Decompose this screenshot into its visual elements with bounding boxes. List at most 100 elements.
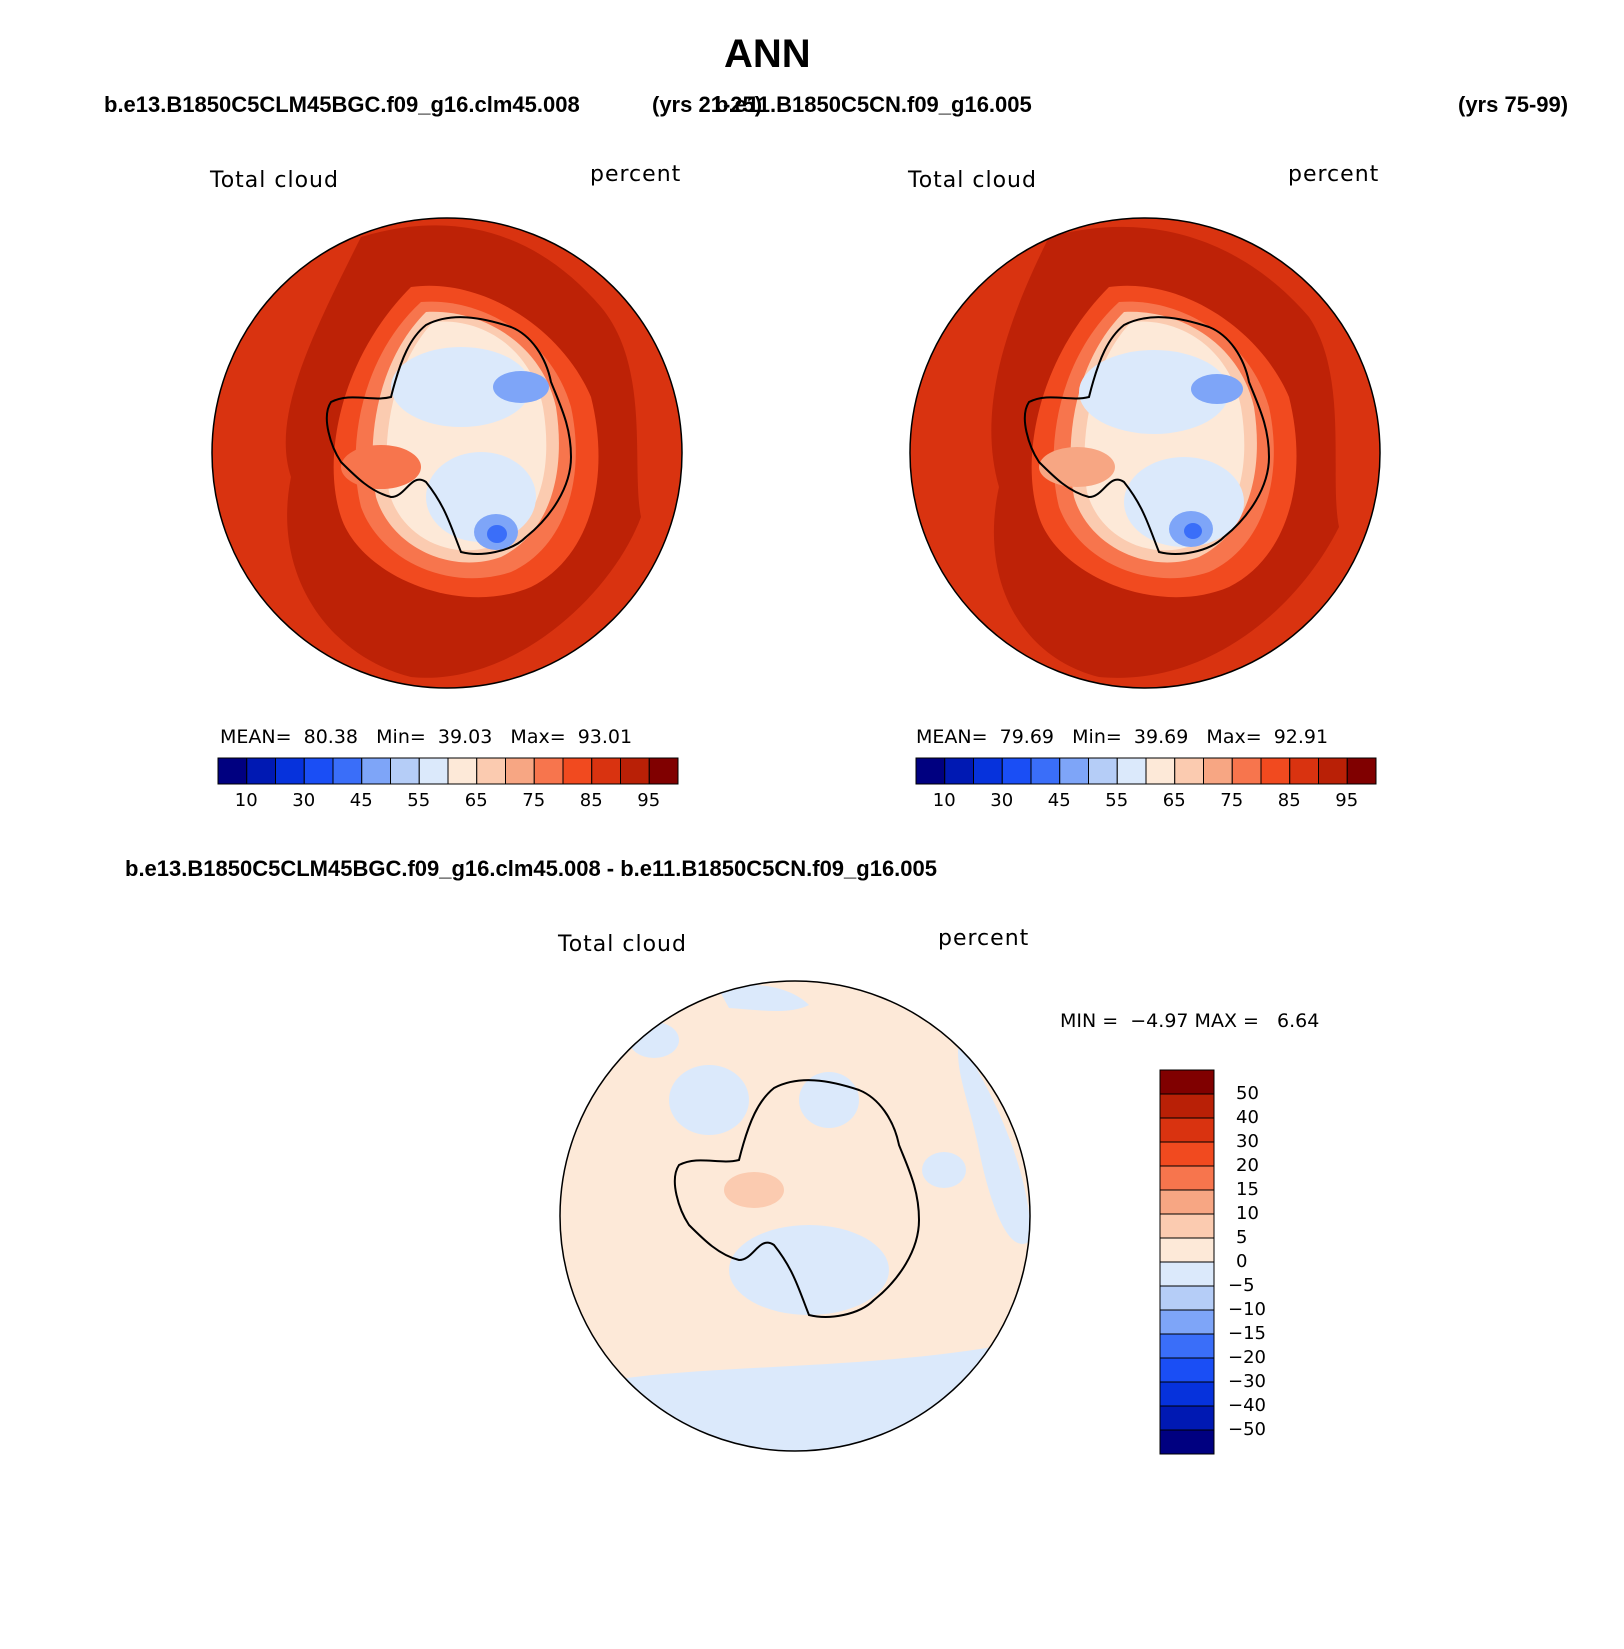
- panel2-colorbar-tick-label: 30: [990, 790, 1014, 811]
- case1-name: b.e13.B1850C5CLM45BGC.f09_g16.clm45.008: [104, 92, 580, 117]
- diff-positive-max: [724, 1172, 784, 1208]
- panel2-colorbar-box: [1260, 757, 1291, 785]
- diff-colorbar-tick-label: 20: [1236, 1155, 1259, 1176]
- diff-colorbar-box: [1159, 1141, 1215, 1167]
- panel1-max-value: 93.01: [577, 726, 633, 748]
- panel1-max-label: Max=: [510, 726, 566, 748]
- panel2-low-cloud-east: [1079, 350, 1229, 434]
- panel1-colorbar-box: [246, 757, 276, 785]
- panel2-map: [909, 217, 1381, 689]
- panel1-colorbar-box: [418, 757, 449, 785]
- panel1-variable: Total cloud: [210, 168, 339, 193]
- panel1-colorbar-box: [361, 757, 391, 785]
- panel1-min-label: Min=: [376, 726, 426, 748]
- panel1-colorbar-box: [303, 757, 334, 785]
- diff-colorbar-box: [1159, 1189, 1215, 1215]
- panel2-colorbar-tick-label: 85: [1277, 790, 1301, 811]
- panel1-colorbar-box: [275, 757, 305, 785]
- diff-colorbar-box: [1159, 1429, 1215, 1455]
- panel2-units: percent: [1288, 162, 1380, 187]
- panel2-min-value: 39.69: [1133, 726, 1189, 748]
- panel1-colorbar-box: [217, 757, 248, 785]
- diff-colorbar-tick-label: −50: [1228, 1419, 1266, 1440]
- panel2-variable: Total cloud: [908, 168, 1037, 193]
- panel2-colorbar-box: [1088, 757, 1118, 785]
- panel2-colorbar-box: [1001, 757, 1032, 785]
- panel1-colorbar-box: [533, 757, 564, 785]
- diff-colorbar-box: [1159, 1237, 1215, 1263]
- panel1-colorbar-tick-label: 85: [579, 790, 603, 811]
- panel1-colorbar-labels: 10 30 45 55 65 75 85 95: [218, 790, 678, 812]
- diff-colorbar-box: [1159, 1117, 1215, 1143]
- diff-colorbar-box: [1159, 1285, 1215, 1311]
- panel1-stats: MEAN= 80.38 Min= 39.03 Max= 93.01: [220, 726, 632, 748]
- panel2-colorbar-box: [1174, 757, 1204, 785]
- panel1-mean-value: 80.38: [303, 726, 359, 748]
- panel2-low-cloud-core-1: [1191, 374, 1243, 404]
- panel2-min-label: Min=: [1072, 726, 1122, 748]
- panel1-colorbar-box: [591, 757, 621, 785]
- panel1-low-cloud-min: [487, 525, 507, 543]
- panel1-colorbar-tick-label: 65: [464, 790, 488, 811]
- panel1-colorbar-tick-label: 95: [637, 790, 661, 811]
- diff-colorbar-tick-label: 30: [1236, 1131, 1259, 1152]
- panel2-colorbar-box: [1030, 757, 1061, 785]
- panel2-colorbar-box: [1346, 757, 1377, 785]
- diff-max-label: MAX =: [1194, 1010, 1259, 1032]
- diff-colorbar-box: [1159, 1069, 1215, 1095]
- diff-min-label: MIN =: [1060, 1010, 1119, 1032]
- case1-years: (yrs 21-25): [652, 92, 763, 117]
- diff-colorbar-box: [1159, 1309, 1215, 1335]
- panel1-colorbar-box: [648, 757, 679, 785]
- panel1-colorbar-tick-label: 55: [407, 790, 431, 811]
- panel1-colorbar-tick-label: 30: [292, 790, 316, 811]
- panel1-colorbar-box: [476, 757, 506, 785]
- panel2-stats: MEAN= 79.69 Min= 39.69 Max= 92.91: [916, 726, 1328, 748]
- diff-colorbar-box: [1159, 1405, 1215, 1431]
- diff-negative-north: [719, 985, 809, 1012]
- panel2-low-cloud-min: [1184, 523, 1202, 539]
- case2-years: (yrs 75-99): [1458, 92, 1569, 117]
- panel1-colorbar-box: [505, 757, 535, 785]
- panel2-ross-warm: [1039, 447, 1115, 487]
- panel2-colorbar-tick-label: 45: [1047, 790, 1071, 811]
- diff-units: percent: [938, 926, 1030, 951]
- diff-colorbar-box: [1159, 1093, 1215, 1119]
- panel1-colorbar-box: [620, 757, 650, 785]
- panel1-colorbar-tick-label: 75: [522, 790, 546, 811]
- diff-max-value: 6.64: [1277, 1010, 1320, 1032]
- diff-coastline: [673, 1079, 921, 1318]
- diff-colorbar-labels: 50 40 30 20 15 10 5 0 −5 −10 −15 −20 −30 −40 −50: [1228, 1070, 1308, 1454]
- figure-title: ANN: [724, 32, 811, 76]
- panel1-colorbar-box: [562, 757, 593, 785]
- panel1-low-cloud-east: [391, 347, 531, 427]
- panel2-colorbar-box: [1231, 757, 1262, 785]
- diff-colorbar-tick-label: 40: [1236, 1107, 1259, 1128]
- panel2-colorbar-tick-label: 75: [1220, 790, 1244, 811]
- diff-colorbar-tick-label: 5: [1236, 1227, 1248, 1248]
- panel2-colorbar-box: [1145, 757, 1176, 785]
- panel1-coastline: [325, 316, 573, 555]
- panel1-colorbar-box: [332, 757, 363, 785]
- panel2-colorbar-box: [1289, 757, 1319, 785]
- diff-map: [559, 980, 1031, 1452]
- panel2-mean-value: 79.69: [999, 726, 1055, 748]
- panel2-colorbar-tick-label: 95: [1335, 790, 1359, 811]
- diff-colorbar-box: [1159, 1213, 1215, 1239]
- diff-negative-peninsula: [669, 1065, 749, 1135]
- case2-name: b.e11.B1850C5CN.f09_g16.005: [715, 92, 1032, 117]
- diff-colorbar-tick-label: −15: [1228, 1323, 1266, 1344]
- diff-colorbar-box: [1159, 1357, 1215, 1383]
- panel1-colorbar-box: [390, 757, 420, 785]
- panel1-mean-label: MEAN=: [220, 726, 292, 748]
- diff-colorbar-tick-label: 50: [1236, 1083, 1259, 1104]
- diff-colorbar: [1159, 1069, 1215, 1455]
- diff-negative-east: [958, 1040, 1030, 1244]
- panel2-colorbar-box: [915, 757, 946, 785]
- panel2-max-value: 92.91: [1273, 726, 1329, 748]
- diff-colorbar-tick-label: −30: [1228, 1371, 1266, 1392]
- panel2-colorbar-tick-label: 65: [1162, 790, 1186, 811]
- panel1-colorbar-tick-label: 45: [349, 790, 373, 811]
- diff-colorbar-box: [1159, 1165, 1215, 1191]
- diff-colorbar-tick-label: 15: [1236, 1179, 1259, 1200]
